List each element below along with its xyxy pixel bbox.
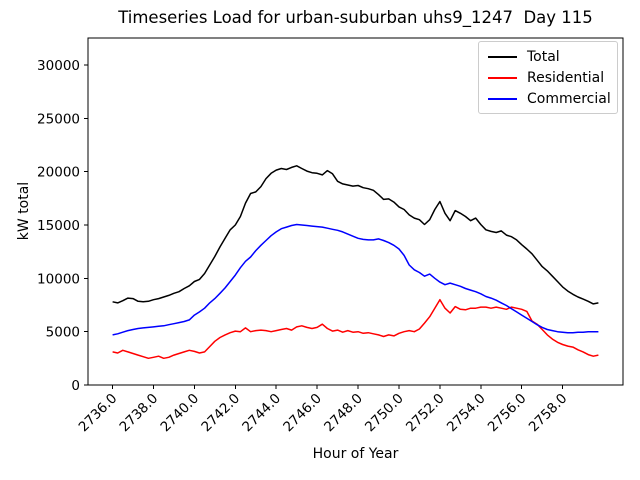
commercial-line: [112, 223, 599, 336]
x-tick-label: 2752.0: [403, 391, 448, 436]
y-tick-label: 30000: [37, 58, 80, 74]
legend-entry-total: Total: [488, 46, 611, 67]
x-tick-label: 2744.0: [239, 391, 284, 436]
legend-label-commercial: Commercial: [527, 90, 611, 107]
legend-label-total: Total: [527, 48, 560, 65]
legend-entry-residential: Residential: [488, 67, 611, 88]
y-tick-label: 10000: [37, 271, 80, 287]
x-tick-label: 2756.0: [485, 391, 530, 436]
y-tick-label: 0: [71, 378, 80, 394]
x-tick-label: 2742.0: [198, 391, 243, 436]
x-tick-label: 2738.0: [117, 391, 162, 436]
y-tick-label: 25000: [37, 111, 80, 127]
residential-line-sample-icon: [488, 76, 517, 79]
legend: Total Residential Commercial: [478, 41, 618, 114]
total-line-sample-icon: [488, 55, 517, 58]
x-tick-label: 2746.0: [280, 391, 325, 436]
y-tick-label: 15000: [37, 218, 80, 234]
x-tick-label: 2748.0: [321, 391, 366, 436]
x-tick-label: 2740.0: [157, 391, 202, 436]
x-tick-label: 2758.0: [526, 391, 571, 436]
plot-border: [87, 37, 624, 386]
residential-line: [112, 298, 599, 360]
legend-entry-commercial: Commercial: [488, 88, 611, 109]
x-tick-label: 2736.0: [76, 391, 121, 436]
commercial-line-sample-icon: [488, 97, 517, 100]
total-line: [112, 165, 599, 305]
chart-title: Timeseries Load for urban-suburban uhs9_…: [118, 8, 593, 27]
y-tick-label: 20000: [37, 165, 80, 181]
x-tick-label: 2754.0: [444, 391, 489, 436]
x-tick-label: 2750.0: [362, 391, 407, 436]
y-tick-label: 5000: [46, 325, 80, 341]
legend-label-residential: Residential: [527, 69, 605, 86]
x-axis-label: Hour of Year: [312, 446, 399, 462]
